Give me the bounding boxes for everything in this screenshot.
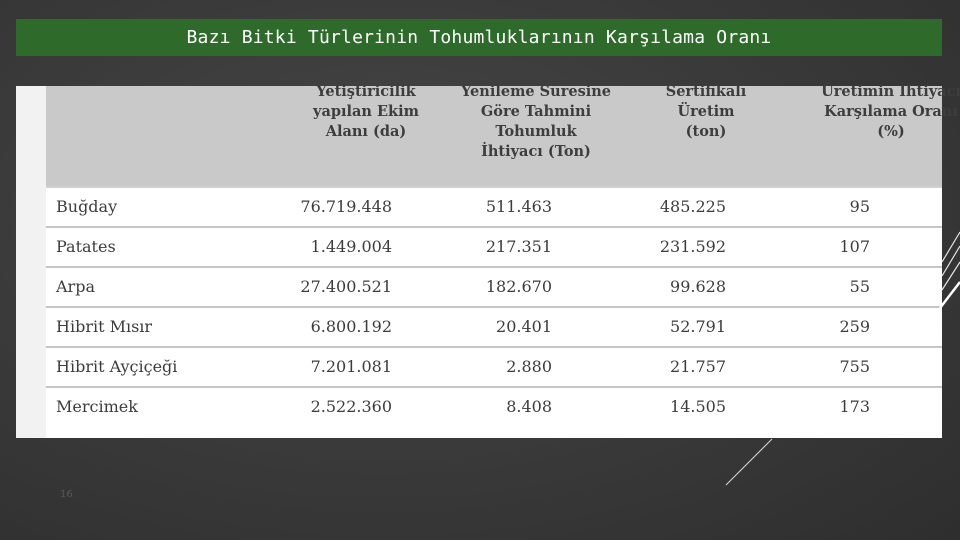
seed-need-cell: 217.351 <box>485 237 552 256</box>
data-table: Yetiştiricilik yapılan Ekim Alanı (da) Y… <box>16 83 960 438</box>
table-body: Buğday 76.719.448 511.463 485.225 95 Pat… <box>46 186 942 426</box>
production-cell: 485.225 <box>659 197 726 216</box>
ratio-cell: 107 <box>839 237 870 256</box>
production-cell: 21.757 <box>670 357 726 376</box>
ratio-cell: 95 <box>849 197 870 216</box>
table-row: Hibrit Mısır 6.800.192 20.401 52.791 259 <box>46 306 942 346</box>
crop-name: Arpa <box>56 277 95 296</box>
table-row: Patates 1.449.004 217.351 231.592 107 <box>46 226 942 266</box>
header-coverage-ratio: Üretimin İhtiyacı Karşılama Oranı (%) <box>806 82 960 142</box>
header-line: Sertifikalı <box>665 83 747 100</box>
header-line: Üretim <box>677 103 735 120</box>
header-certified-production: Sertifikalı Üretim (ton) <box>646 82 766 142</box>
cultivated-area-cell: 6.800.192 <box>310 317 392 336</box>
crop-name: Hibrit Mısır <box>56 317 153 336</box>
crop-name: Mercimek <box>56 397 138 416</box>
title-bar: Bazı Bitki Türlerinin Tohumluklarının Ka… <box>16 19 942 56</box>
ratio-cell: 55 <box>849 277 870 296</box>
header-line: yapılan Ekim <box>313 103 419 120</box>
production-cell: 99.628 <box>670 277 726 296</box>
header-line: İhtiyacı (Ton) <box>481 143 591 160</box>
crop-name: Buğday <box>56 197 118 216</box>
seed-need-cell: 182.670 <box>485 277 552 296</box>
cultivated-area-cell: 76.719.448 <box>300 197 392 216</box>
table-header: Yetiştiricilik yapılan Ekim Alanı (da) Y… <box>46 83 960 186</box>
ratio-cell: 259 <box>839 317 870 336</box>
header-line: (%) <box>877 123 905 140</box>
table-row: Arpa 27.400.521 182.670 99.628 55 <box>46 266 942 306</box>
slide-title: Bazı Bitki Türlerinin Tohumluklarının Ka… <box>186 27 772 48</box>
production-cell: 14.505 <box>670 397 726 416</box>
seed-need-cell: 8.408 <box>506 397 552 416</box>
header-line: Karşılama Oranı <box>824 103 958 120</box>
seed-need-cell: 511.463 <box>485 197 552 216</box>
crop-name: Patates <box>56 237 116 256</box>
page-number: 16 <box>60 489 73 500</box>
header-line: Tohumluk <box>495 123 577 140</box>
cultivated-area-cell: 2.522.360 <box>310 397 392 416</box>
table-row: Mercimek 2.522.360 8.408 14.505 173 <box>46 386 942 426</box>
header-seed-need: Yenileme Süresine Göre Tahmini Tohumluk … <box>456 82 616 162</box>
crop-name: Hibrit Ayçiçeği <box>56 357 178 376</box>
header-line: Göre Tahmini <box>480 103 592 120</box>
cultivated-area-cell: 1.449.004 <box>310 237 392 256</box>
table-row: Buğday 76.719.448 511.463 485.225 95 <box>46 186 942 226</box>
header-line: Yenileme Süresine <box>460 83 612 100</box>
header-line: Üretimin İhtiyacı <box>821 83 960 100</box>
table-row: Hibrit Ayçiçeği 7.201.081 2.880 21.757 7… <box>46 346 942 386</box>
header-line: (ton) <box>685 123 727 140</box>
table-left-strip <box>16 86 46 438</box>
seed-need-cell: 20.401 <box>496 317 552 336</box>
ratio-cell: 755 <box>839 357 870 376</box>
cultivated-area-cell: 27.400.521 <box>300 277 392 296</box>
seed-need-cell: 2.880 <box>506 357 552 376</box>
header-line: Yetiştiricilik <box>316 83 416 100</box>
production-cell: 52.791 <box>670 317 726 336</box>
header-line: Alanı (da) <box>325 123 407 140</box>
ratio-cell: 173 <box>839 397 870 416</box>
cultivated-area-cell: 7.201.081 <box>310 357 392 376</box>
header-cultivated-area: Yetiştiricilik yapılan Ekim Alanı (da) <box>296 82 436 142</box>
production-cell: 231.592 <box>659 237 726 256</box>
